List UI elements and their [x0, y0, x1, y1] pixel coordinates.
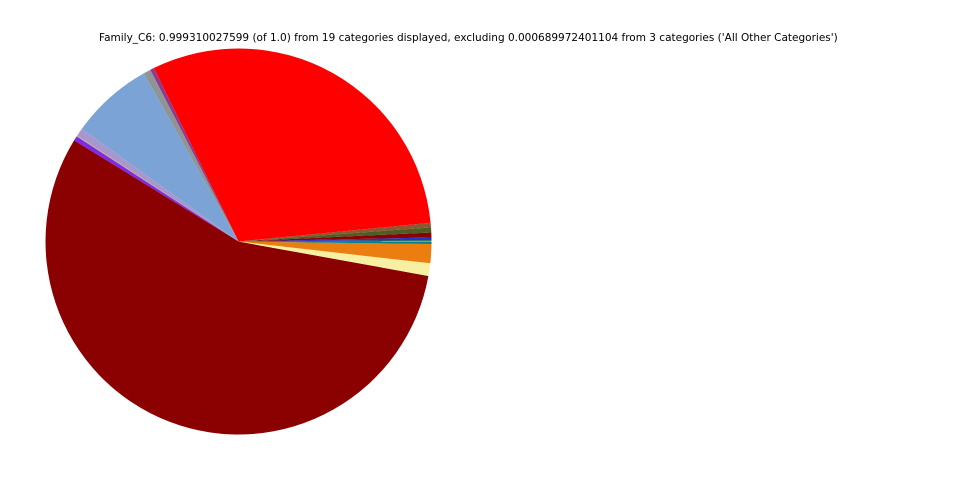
pie-wedge-dark-red — [45, 140, 429, 435]
pie-wedge-tan — [76, 135, 239, 242]
pie-wedge-dark-olive — [238, 227, 432, 242]
pie-wedge-blue — [238, 237, 432, 242]
pie-wedge-sienna — [238, 222, 431, 242]
chart-title: Family_C6: 0.999310027599 (of 1.0) from … — [99, 32, 838, 44]
pie-wedge-light-blue — [81, 73, 239, 242]
pie-wedge-teal — [238, 241, 432, 244]
pie-wedge-orange — [238, 241, 432, 264]
pie-wedge-dark-red-2 — [238, 232, 432, 242]
pie-wedge-blue-violet — [74, 136, 239, 242]
pie-wedge-red — [153, 48, 431, 242]
pie-wedge-gray — [143, 69, 239, 242]
pie-wedge-purple — [150, 68, 239, 242]
pie-wedge-pale-yellow — [238, 241, 431, 276]
pie-wedge-green — [238, 240, 432, 242]
pie-wedge-plum — [77, 128, 239, 242]
